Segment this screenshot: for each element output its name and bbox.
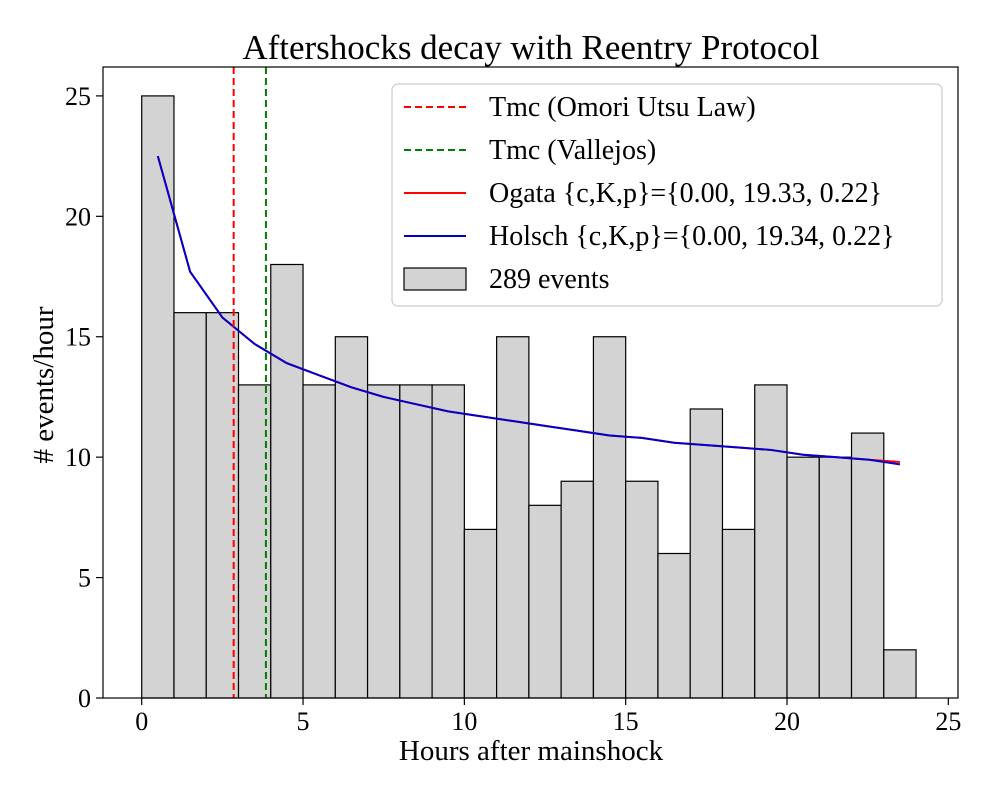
histogram-bar bbox=[786, 456, 820, 699]
x-tick-label: 15 bbox=[613, 707, 639, 736]
holsch-fit-line bbox=[156, 155, 901, 466]
histogram-bar bbox=[496, 336, 530, 699]
histogram-bar bbox=[689, 408, 724, 699]
histogram-bar bbox=[399, 384, 433, 699]
histogram-bar bbox=[141, 95, 175, 699]
legend-item-histogram: 289 events bbox=[403, 264, 610, 295]
histogram-bar bbox=[625, 480, 659, 699]
y-tick-label: 10 bbox=[65, 443, 91, 472]
y-axis-label: # events/hour bbox=[28, 306, 60, 463]
legend-item-ogata: Ogata {c,K,p}={0.00, 19.33, 0.22} bbox=[404, 178, 882, 209]
y-tick-label: 5 bbox=[78, 564, 91, 593]
legend-item-tmc-omori: Tmc (Omori Utsu Law) bbox=[404, 92, 756, 123]
legend-label: Tmc (Vallejos) bbox=[489, 135, 656, 166]
legend-label: 289 events bbox=[489, 264, 610, 295]
x-axis: 0 5 10 15 20 25 bbox=[135, 698, 961, 736]
x-tick-label: 5 bbox=[297, 707, 310, 736]
histogram-bar bbox=[721, 528, 756, 699]
x-tick-label: 10 bbox=[451, 707, 477, 736]
histogram-bar bbox=[173, 312, 207, 699]
histogram-bar bbox=[431, 384, 465, 699]
x-tick-label: 25 bbox=[935, 707, 961, 736]
legend-label: Holsch {c,K,p}={0.00, 19.34, 0.22} bbox=[489, 221, 895, 252]
y-tick-label: 25 bbox=[65, 82, 91, 111]
y-tick-label: 15 bbox=[65, 323, 91, 352]
histogram-bar bbox=[302, 384, 336, 699]
legend-label: Tmc (Omori Utsu Law) bbox=[489, 92, 756, 123]
chart-title: Aftershocks decay with Reentry Protocol bbox=[242, 28, 820, 67]
legend-box bbox=[391, 83, 943, 307]
histogram-bar bbox=[463, 528, 498, 699]
histogram-bar bbox=[560, 480, 595, 699]
legend-item-holsch: Holsch {c,K,p}={0.00, 19.34, 0.22} bbox=[404, 221, 895, 252]
x-axis-label: Hours after mainshock bbox=[399, 735, 664, 767]
plot-area bbox=[102, 66, 959, 699]
plot-frame bbox=[102, 66, 959, 699]
histogram-bar bbox=[592, 336, 627, 699]
x-tick-label: 0 bbox=[135, 707, 148, 736]
histogram-bar bbox=[850, 432, 885, 699]
histogram-bar bbox=[883, 649, 917, 699]
histogram-bar bbox=[754, 384, 788, 699]
x-tick-label: 20 bbox=[774, 707, 800, 736]
legend: Tmc (Omori Utsu Law) Tmc (Vallejos) Ogata … bbox=[391, 83, 943, 307]
legend-item-tmc-vallejos: Tmc (Vallejos) bbox=[404, 135, 656, 166]
histogram-bar bbox=[270, 263, 304, 699]
histogram-bar bbox=[528, 504, 562, 699]
histogram-bar bbox=[366, 384, 401, 699]
legend-swatch bbox=[403, 267, 467, 291]
y-tick-label: 20 bbox=[65, 202, 91, 231]
histogram-bar bbox=[818, 456, 853, 699]
y-axis: 0 5 10 15 20 25 bbox=[65, 82, 103, 713]
y-tick-label: 0 bbox=[78, 684, 91, 713]
histogram-bar bbox=[657, 552, 691, 699]
legend-label: Ogata {c,K,p}={0.00, 19.33, 0.22} bbox=[489, 178, 882, 209]
